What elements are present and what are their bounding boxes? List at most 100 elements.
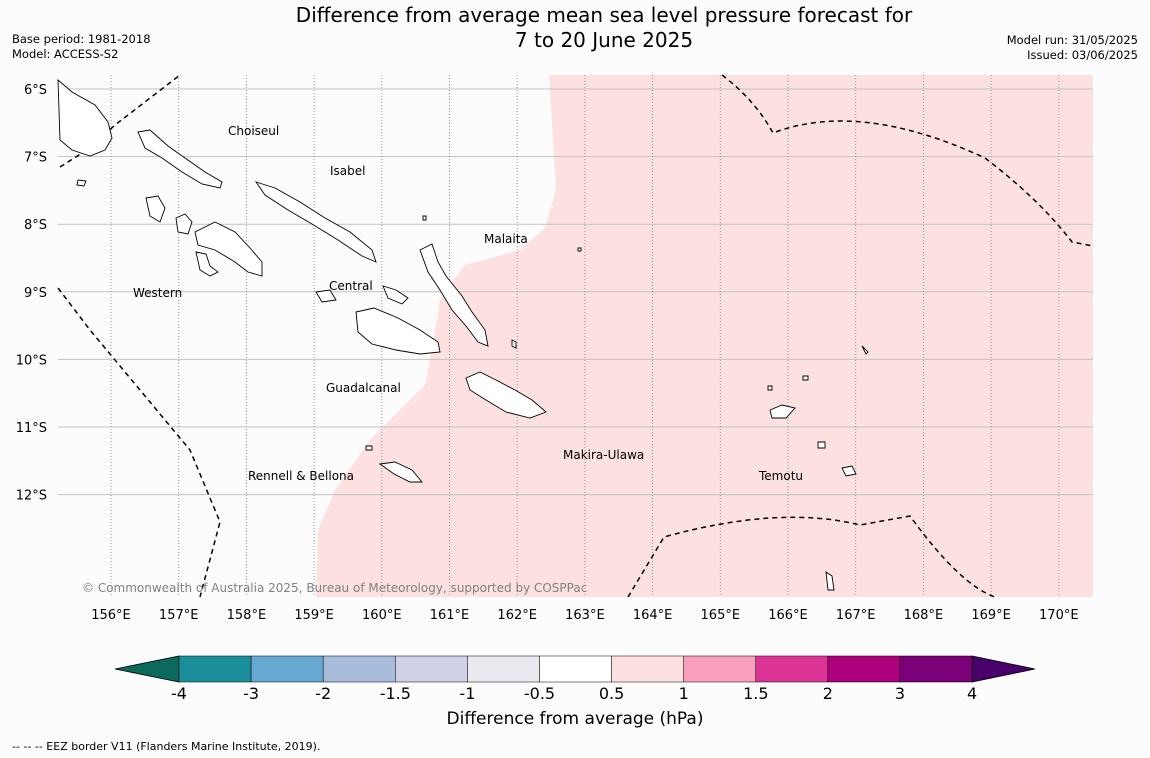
region-label-guadalcanal: Guadalcanal: [326, 381, 401, 395]
eez-borders: [57, 74, 1094, 598]
isabel-island: [254, 181, 377, 263]
colorbar-segment: [899, 655, 973, 683]
latitude-label: 9°S: [24, 286, 47, 301]
ontong-java-islet: [511, 339, 517, 349]
latitude-label: 11°S: [16, 421, 47, 436]
region-label-central: Central: [329, 279, 373, 293]
model-run: Model run: 31/05/2025: [1006, 33, 1138, 47]
longitude-label: 161°E: [430, 608, 470, 623]
nggela-islands: [315, 289, 337, 303]
longitude-label: 163°E: [565, 608, 605, 623]
issued-date: Issued: 03/06/2025: [1027, 48, 1138, 62]
colorbar-tick-label: 0.5: [599, 684, 624, 703]
colorbar-tick-label: -1: [459, 684, 475, 703]
malaita-island: [419, 243, 489, 347]
metadata-right: Model run: 31/05/2025 Issued: 03/06/2025: [1007, 33, 1138, 63]
latitude-label: 6°S: [24, 83, 47, 98]
colorbar-under-arrow: [114, 655, 180, 683]
metadata-left: Base period: 1981-2018 Model: ACCESS-S2: [12, 32, 151, 62]
colorbar-tick-label: 3: [895, 684, 905, 703]
longitude-label: 170°E: [1039, 608, 1079, 623]
kolombangara: [175, 213, 193, 235]
new-georgia: [194, 221, 263, 277]
region-label-isabel: Isabel: [330, 164, 365, 178]
colorbar-segment: [611, 655, 684, 683]
colorbar-title: Difference from average (hPa): [446, 709, 704, 729]
anomaly-region-0.5-1: [316, 75, 1093, 597]
colorbar-segment: [755, 655, 829, 683]
longitude-label: 162°E: [497, 608, 537, 623]
region-label-temotu: Temotu: [758, 469, 803, 483]
colorbar-segment: [395, 655, 468, 683]
title-line-2: 7 to 20 June 2025: [514, 28, 694, 52]
longitude-label: 156°E: [91, 608, 131, 623]
latitude-label: 12°S: [16, 489, 47, 504]
colorbar-tick-labels: -4 -3 -2 -1.5 -1 -0.5 0.5 1 1.5 2 3 4: [171, 684, 977, 703]
colorbar-tick-label: 1: [679, 684, 689, 703]
map-figure: Choiseul Isabel Malaita Western Central …: [16, 74, 1094, 703]
rendova: [195, 251, 219, 277]
bougainville-coast: [57, 78, 113, 157]
eez-border-nauru-tuvalu: [721, 74, 1094, 247]
longitude-labels: 156°E 157°E 158°E 159°E 160°E 161°E 162°E 163°E…: [91, 608, 1078, 623]
longitude-label: 158°E: [227, 608, 267, 623]
colorbar-tick-label: 4: [967, 684, 977, 703]
santa-cruz-islands: [769, 404, 796, 419]
longitude-label: 167°E: [836, 608, 876, 623]
colorbar-tick-label: 1.5: [743, 684, 768, 703]
eez-border-vanuatu: [627, 515, 996, 598]
chart-title: Difference from average mean sea level p…: [0, 3, 1150, 53]
copyright-notice: © Commonwealth of Australia 2025, Bureau…: [82, 581, 587, 595]
colorbar-segment: [178, 655, 252, 683]
makira-island: [465, 371, 547, 419]
vanikoro-island: [841, 465, 857, 477]
colorbar: [114, 655, 1036, 683]
eez-footnote: -- -- -- EEZ border V11 (Flanders Marine…: [12, 740, 321, 753]
eez-border-png-north: [59, 74, 181, 168]
coastlines: [57, 78, 869, 591]
colorbar-segment: [250, 655, 324, 683]
colorbar-segment: [467, 655, 540, 683]
duff-islands: [802, 375, 809, 381]
region-label-malaita: Malaita: [484, 232, 528, 246]
colorbar-segment: [322, 655, 396, 683]
latitude-label: 7°S: [24, 151, 47, 166]
longitude-label: 169°E: [971, 608, 1011, 623]
eez-border-png-south: [57, 287, 221, 598]
vella-lavella: [145, 195, 166, 223]
tikopia-anuta-islands: [825, 571, 835, 591]
longitude-label: 166°E: [768, 608, 808, 623]
model-name: Model: ACCESS-S2: [12, 47, 119, 61]
rennell-island: [378, 461, 423, 483]
colorbar-tick-label: -1.5: [380, 684, 411, 703]
longitude-label: 164°E: [633, 608, 673, 623]
guadalcanal-island: [355, 307, 441, 355]
utupua-island: [817, 441, 826, 449]
longitude-label: 160°E: [362, 608, 402, 623]
base-period: Base period: 1981-2018: [12, 32, 151, 46]
latitude-label: 8°S: [24, 218, 47, 233]
colorbar-segment: [539, 655, 612, 683]
colorbar-tick-label: -4: [171, 684, 187, 703]
latitude-labels: 6°S 7°S 8°S 9°S 10°S 11°S 12°S: [16, 83, 47, 504]
region-label-rennell-bellona: Rennell & Bellona: [248, 469, 354, 483]
longitude-label: 168°E: [904, 608, 944, 623]
longitude-label: 157°E: [159, 608, 199, 623]
shortland-island: [76, 179, 87, 187]
colorbar-tick-label: 2: [823, 684, 833, 703]
region-label-choiseul: Choiseul: [228, 124, 279, 138]
longitude-label: 165°E: [701, 608, 741, 623]
small-islet-1: [422, 215, 427, 221]
region-label-makira-ulawa: Makira-Ulawa: [563, 448, 644, 462]
colorbar-tick-label: -2: [315, 684, 331, 703]
latitude-label: 10°S: [16, 353, 47, 368]
sikaiana-islet: [861, 345, 869, 355]
graticule: [58, 75, 1093, 597]
choiseul-island: [137, 129, 223, 189]
small-islet-3: [767, 385, 773, 391]
colorbar-segment: [683, 655, 757, 683]
russell-islands: [382, 285, 409, 305]
region-label-western: Western: [133, 286, 182, 300]
colorbar-segment: [827, 655, 901, 683]
bellona-island: [365, 445, 373, 451]
